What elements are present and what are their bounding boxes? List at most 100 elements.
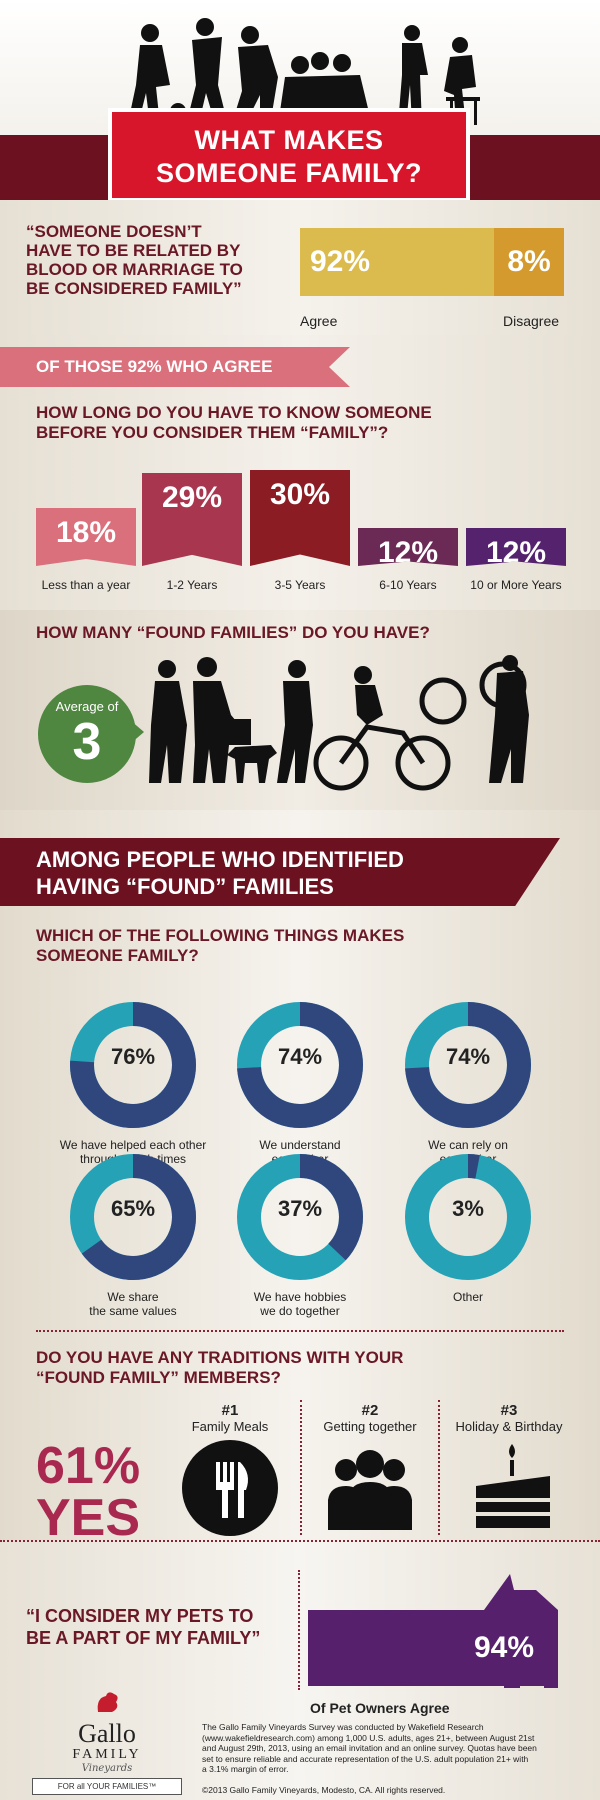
- donut-chart: 65%: [68, 1152, 198, 1282]
- title-line-1: WHAT MAKES: [194, 125, 384, 155]
- quote-line: “I CONSIDER MY PETS TO: [26, 1606, 254, 1626]
- footnote-line: The Gallo Family Vineyards Survey was co…: [202, 1722, 484, 1732]
- among-question: WHICH OF THE FOLLOWING THINGS MAKES SOME…: [36, 926, 404, 966]
- years-bar-label: Less than a year: [41, 578, 131, 592]
- agree-ribbon: OF THOSE 92% WHO AGREE: [0, 347, 350, 387]
- years-bar-percent: 30%: [269, 478, 331, 511]
- donut-label-line: We have hobbies: [253, 1290, 347, 1304]
- pets-bar: 94%: [308, 1610, 558, 1686]
- footnote-line: (www.wakefieldresearch.com) among 1,000 …: [202, 1732, 535, 1743]
- brand-logo: Gallo FAMILY Vineyards FOR all YOUR FAMI…: [32, 1690, 182, 1795]
- tradition-rank: #2: [361, 1402, 379, 1419]
- quote-text: “SOMEONE DOESN’T HAVE TO BE RELATED BY B…: [26, 222, 243, 298]
- donut-percent: 65%: [110, 1196, 156, 1221]
- traditions-question: DO YOU HAVE ANY TRADITIONS WITH YOUR “FO…: [36, 1348, 403, 1388]
- copyright: ©2013 Gallo Family Vineyards, Modesto, C…: [202, 1784, 446, 1795]
- survey-footnote: The Gallo Family Vineyards Survey was co…: [202, 1722, 582, 1795]
- fork-knife-icon: [182, 1440, 278, 1536]
- disagree-bar: 8%: [494, 228, 564, 296]
- donut-label: Other: [383, 1290, 553, 1304]
- donut-chart: 37%: [235, 1152, 365, 1282]
- divider-vertical: [300, 1400, 302, 1535]
- hero-section: WHAT MAKES SOMEONE FAMILY?: [0, 0, 600, 202]
- donut-label: We have hobbies we do together: [215, 1290, 385, 1318]
- donut-slice: [237, 1154, 363, 1280]
- donut-chart: 74%: [403, 1000, 533, 1130]
- years-bar-percent: 29%: [161, 481, 223, 514]
- quote-line: “SOMEONE DOESN’T: [26, 222, 202, 241]
- donut-percent: 76%: [110, 1044, 156, 1069]
- tradition-2-header: #2 Getting together: [310, 1402, 430, 1434]
- donut-label-line: We share: [107, 1290, 159, 1304]
- donut-label-line: We understand: [259, 1138, 341, 1152]
- agree-bar: 92%: [300, 228, 494, 296]
- donut-label-line: Other: [452, 1290, 483, 1304]
- brand-tagline: FOR all YOUR FAMILIES™: [32, 1778, 182, 1795]
- years-question: HOW LONG DO YOU HAVE TO KNOW SOMEONE BEF…: [36, 403, 432, 443]
- found-families-silhouette-icon: [149, 655, 529, 791]
- among-banner: AMONG PEOPLE WHO IDENTIFIED HAVING “FOUN…: [0, 838, 560, 906]
- tradition-label: Getting together: [323, 1419, 417, 1434]
- years-bar-label: 3-5 Years: [274, 578, 326, 592]
- birthday-cake-icon: [470, 1440, 556, 1536]
- years-bar: 18%: [36, 508, 136, 566]
- traditions-yes: 61% YES: [36, 1440, 140, 1544]
- question-line: BEFORE YOU CONSIDER THEM “FAMILY”?: [36, 423, 389, 442]
- donut-chart: 74%: [235, 1000, 365, 1130]
- years-bar-label: 10 or More Years: [470, 578, 562, 592]
- section-divider: [36, 1330, 564, 1332]
- donut-percent: 74%: [277, 1044, 323, 1069]
- brand-name-2: FAMILY: [72, 1747, 142, 1762]
- quote-line: BE A PART OF MY FAMILY”: [26, 1628, 261, 1648]
- people-group-icon: [320, 1440, 420, 1536]
- yes-word: YES: [36, 1489, 141, 1547]
- years-bar: 30%: [250, 470, 350, 566]
- disagree-label: Disagree: [503, 313, 560, 329]
- question-line: DO YOU HAVE ANY TRADITIONS WITH YOUR: [36, 1348, 404, 1367]
- yes-percent: 61%: [36, 1437, 141, 1495]
- footnote-line: set to ensure reliable and accurate repr…: [202, 1753, 529, 1764]
- footnote-line: and August 29th, 2013, using an email in…: [202, 1743, 537, 1753]
- tradition-3-header: #3 Holiday & Birthday: [444, 1402, 574, 1434]
- years-bar-percent: 12%: [485, 536, 547, 569]
- banner-line: AMONG PEOPLE WHO IDENTIFIED: [36, 847, 404, 872]
- donut-label-line: the same values: [89, 1304, 177, 1318]
- average-badge-arrow: [130, 720, 144, 744]
- donut-label-line: We have helped each other: [59, 1138, 207, 1152]
- agree-label: Agree: [300, 313, 338, 329]
- brand-name: Gallo: [78, 1719, 136, 1748]
- brand-script: Vineyards: [81, 1763, 133, 1774]
- section-divider: [0, 1540, 600, 1542]
- question-line: “FOUND FAMILY” MEMBERS?: [36, 1368, 281, 1387]
- tradition-1-header: #1 Family Meals: [175, 1402, 285, 1434]
- quote-line: HAVE TO BE RELATED BY: [26, 241, 241, 260]
- tradition-label: Holiday & Birthday: [455, 1419, 563, 1434]
- years-bar: 12%: [466, 528, 566, 566]
- years-bar-label: 1-2 Years: [166, 578, 218, 592]
- pets-quote: “I CONSIDER MY PETS TO BE A PART OF MY F…: [26, 1605, 260, 1649]
- years-bar-percent: 18%: [55, 516, 117, 549]
- divider-vertical: [438, 1400, 440, 1535]
- rooster-icon: [97, 1692, 118, 1712]
- donut-label-line: We can rely on: [428, 1138, 508, 1152]
- tradition-label: Family Meals: [191, 1419, 269, 1434]
- donut-chart: 76%: [68, 1000, 198, 1130]
- footnote-line: a 3.1% margin of error.: [202, 1764, 289, 1774]
- pets-caption: Of Pet Owners Agree: [310, 1700, 450, 1716]
- average-label: Average of: [55, 699, 119, 714]
- question-line: SOMEONE FAMILY?: [36, 946, 199, 965]
- quote-line: BLOOD OR MARRIAGE TO: [26, 260, 243, 279]
- page-title: WHAT MAKES SOMEONE FAMILY?: [108, 108, 470, 202]
- donut-percent: 37%: [277, 1196, 323, 1221]
- divider-vertical: [298, 1570, 300, 1690]
- quote-line: BE CONSIDERED FAMILY”: [26, 279, 242, 298]
- donut-label-line: we do together: [260, 1304, 340, 1318]
- title-line-2: SOMEONE FAMILY?: [155, 158, 423, 188]
- question-line: HOW LONG DO YOU HAVE TO KNOW SOMEONE: [36, 403, 432, 422]
- tradition-rank: #3: [500, 1402, 518, 1419]
- average-value: 3: [72, 713, 102, 771]
- donut-slice: [405, 1002, 531, 1128]
- donut-label: We share the same values: [48, 1290, 218, 1318]
- donut-slice: [405, 1154, 531, 1280]
- donut-percent: 3%: [452, 1196, 484, 1221]
